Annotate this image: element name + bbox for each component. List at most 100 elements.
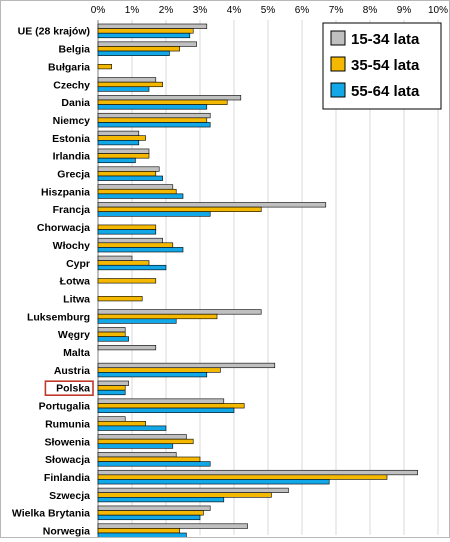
- bar: [97, 171, 157, 177]
- category-label: Węgry: [58, 329, 90, 341]
- category-label: UE (28 krajów): [18, 26, 90, 38]
- bar: [97, 41, 197, 47]
- legend-label: 55-64 lata: [351, 83, 420, 100]
- x-tick-label: 1%: [125, 5, 140, 16]
- bar: [97, 260, 150, 266]
- bar: [97, 224, 157, 230]
- bar: [97, 130, 140, 137]
- bar: [97, 461, 211, 467]
- x-tick-label: 4%: [227, 5, 242, 16]
- bar: [97, 474, 388, 480]
- bar: [97, 416, 126, 422]
- bar: [97, 514, 201, 521]
- bar: [97, 313, 218, 320]
- bar: [97, 206, 262, 213]
- category-label: Litwa: [63, 293, 90, 305]
- bar: [97, 479, 330, 485]
- bar: [97, 28, 194, 34]
- bar: [97, 398, 225, 404]
- bar: [97, 188, 177, 195]
- bar: [97, 367, 221, 373]
- highlight-box: [44, 380, 94, 397]
- bar: [97, 77, 157, 83]
- bar: [97, 46, 180, 52]
- category-label: Słowenia: [44, 436, 90, 448]
- x-tick-label: 9%: [397, 5, 412, 16]
- bar: [97, 237, 163, 244]
- bar: [97, 456, 201, 462]
- category-label: Słowacja: [45, 454, 90, 466]
- x-tick-label: 8%: [363, 5, 378, 16]
- bar: [97, 255, 133, 261]
- bar: [97, 296, 143, 302]
- bar: [97, 532, 187, 538]
- x-tick-label: 3%: [193, 5, 208, 16]
- bar: [97, 122, 211, 128]
- legend-swatch: [330, 56, 346, 72]
- bar: [97, 443, 174, 449]
- category-label: Cypr: [66, 258, 90, 270]
- category-label: Rumunia: [45, 418, 90, 430]
- bar: [97, 135, 146, 141]
- category-label: Wielka Brytania: [12, 508, 90, 520]
- category-label: Szwecja: [49, 490, 90, 502]
- bar: [97, 389, 126, 396]
- category-label: Chorwacja: [37, 222, 90, 234]
- category-label: Francja: [53, 204, 91, 216]
- category-labels: UE (28 krajów) Belgia Bułgaria Czechy Dania N…: [12, 26, 94, 538]
- x-tick-label: 7%: [329, 5, 344, 16]
- bar: [97, 229, 157, 235]
- bar: [97, 469, 418, 476]
- bar: [97, 95, 242, 101]
- legend-swatch: [330, 82, 346, 98]
- category-label: Austria: [54, 365, 90, 377]
- bar: [97, 344, 157, 351]
- bar: [97, 362, 276, 369]
- bar: [97, 331, 126, 337]
- bar: [97, 425, 167, 431]
- category-label: Irlandia: [53, 151, 91, 163]
- legend: 15-34 lata 35-54 lata 55-64 lata: [322, 22, 442, 110]
- bar: [97, 438, 194, 445]
- bar: [97, 523, 248, 529]
- bar: [97, 247, 184, 253]
- x-tick-label: 0%: [91, 5, 106, 16]
- category-label: Norwegia: [43, 526, 90, 538]
- x-tick-label: 5%: [261, 5, 276, 16]
- bar: [97, 242, 174, 248]
- bar: [97, 420, 146, 427]
- bar: [97, 175, 163, 181]
- bar: [97, 153, 150, 159]
- bar: [97, 336, 129, 342]
- category-label: Grecja: [57, 169, 90, 181]
- category-label: Portugalia: [39, 401, 91, 413]
- bar: [97, 202, 327, 208]
- bar: [97, 23, 208, 29]
- category-label: Belgia: [58, 44, 90, 56]
- category-label: Polska: [56, 383, 90, 395]
- bar: [97, 487, 289, 494]
- bar: [97, 496, 225, 503]
- bar: [97, 86, 150, 92]
- bar: [97, 50, 170, 56]
- bar: [97, 403, 245, 409]
- bar: [97, 278, 157, 284]
- x-tick-label: 10%: [428, 5, 448, 16]
- bar: [97, 528, 180, 534]
- bar: [97, 148, 150, 154]
- bar: [97, 99, 228, 105]
- category-label: Malta: [63, 347, 90, 359]
- bar: [97, 193, 184, 199]
- bar: [97, 157, 136, 164]
- category-label: Bułgaria: [48, 61, 90, 73]
- bar: [97, 318, 177, 324]
- bar: [97, 117, 208, 123]
- bar: [97, 63, 112, 70]
- bar: [97, 140, 140, 146]
- bar: [97, 309, 262, 315]
- category-label: Estonia: [52, 133, 90, 145]
- bar: [97, 104, 208, 110]
- bar: [97, 32, 191, 39]
